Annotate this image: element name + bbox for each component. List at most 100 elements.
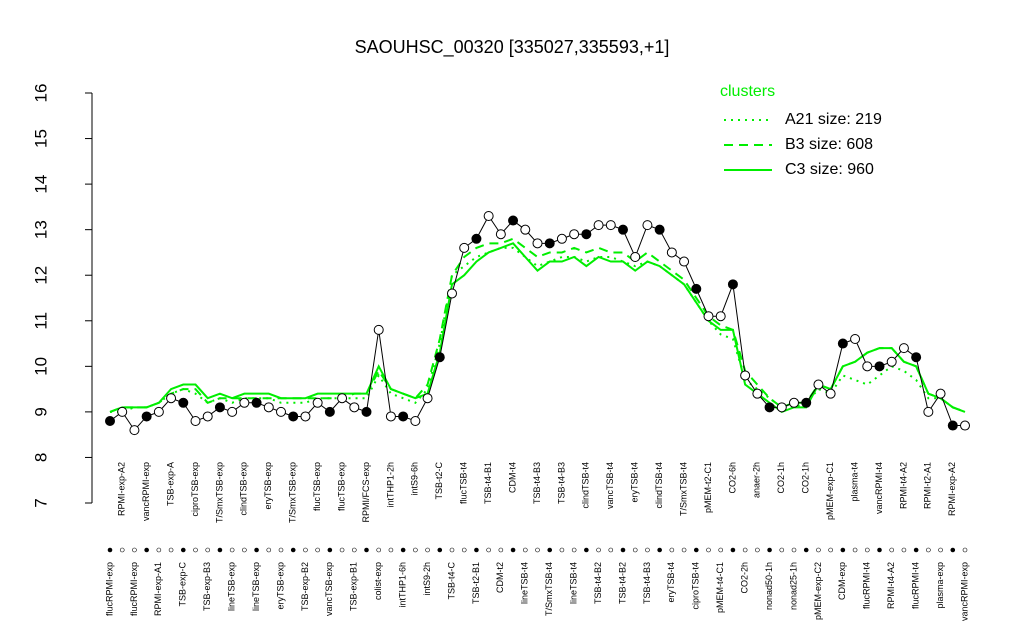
sample-marker bbox=[767, 547, 772, 553]
x-tick-label: CO2-6h bbox=[727, 462, 737, 494]
data-point bbox=[923, 406, 934, 417]
x-tick-label: eryTSB-exp bbox=[263, 462, 273, 510]
x-tick-label: RPMI-exp-A1 bbox=[153, 562, 163, 616]
x-tick-label: RPMI-exp-A2 bbox=[947, 462, 957, 516]
x-tick-label: eryTSB-t4 bbox=[630, 462, 640, 503]
sample-marker bbox=[584, 547, 589, 553]
data-point bbox=[886, 356, 897, 367]
y-tick-label: 10 bbox=[31, 357, 50, 376]
x-tick-label: RPMI-exp-A2 bbox=[117, 462, 127, 516]
x-tick-label: vancTSB-exp bbox=[324, 562, 334, 616]
data-point bbox=[703, 311, 714, 322]
sample-marker bbox=[425, 547, 430, 553]
data-point bbox=[447, 288, 457, 299]
sample-marker bbox=[144, 547, 149, 553]
data-point bbox=[825, 388, 836, 399]
sample-marker bbox=[535, 547, 540, 553]
sample-marker bbox=[132, 547, 137, 553]
data-point bbox=[715, 311, 726, 322]
x-tick-label: TSB-t4-B2 bbox=[617, 562, 627, 604]
data-point bbox=[214, 402, 225, 413]
x-tick-label: vancTSB-t4 bbox=[605, 462, 615, 509]
data-point bbox=[874, 361, 885, 372]
data-point bbox=[593, 220, 604, 231]
sample-marker bbox=[290, 547, 296, 553]
data-point bbox=[422, 393, 433, 404]
x-tick-label: pMEM-t4-C1 bbox=[715, 562, 725, 613]
x-tick-label: vancRPMI-t4 bbox=[874, 462, 884, 514]
y-tick-label: 9 bbox=[31, 407, 50, 416]
x-tick-label: RPMI/FCS-exp bbox=[361, 462, 371, 523]
sample-marker bbox=[913, 547, 919, 553]
sample-marker bbox=[657, 547, 662, 553]
data-point bbox=[947, 420, 958, 431]
sample-marker bbox=[596, 547, 601, 553]
x-tick-label: TSB-t4-B1 bbox=[483, 462, 493, 504]
sample-marker bbox=[938, 547, 943, 553]
sample-marker bbox=[364, 547, 369, 553]
sample-marker bbox=[877, 547, 882, 553]
sample-marker bbox=[852, 547, 858, 553]
x-tick-label: CDM-t2 bbox=[495, 562, 505, 593]
sample-marker bbox=[107, 547, 113, 553]
x-tick-label: nonad50-1h bbox=[764, 562, 774, 610]
y-tick-label: 14 bbox=[31, 175, 50, 194]
data-point bbox=[471, 233, 482, 244]
data-point bbox=[911, 352, 922, 363]
x-tick-label: RPMI-t4-A2 bbox=[898, 462, 908, 509]
data-point bbox=[727, 279, 738, 290]
x-tick-label: flucTSB-exp bbox=[336, 462, 346, 511]
sample-marker bbox=[901, 547, 907, 553]
sample-marker bbox=[449, 547, 455, 553]
data-point bbox=[337, 393, 348, 404]
data-point bbox=[410, 416, 421, 426]
data-point bbox=[459, 242, 470, 253]
data-point bbox=[508, 215, 519, 226]
data-point bbox=[752, 388, 763, 399]
sample-marker bbox=[620, 547, 626, 553]
data-point bbox=[581, 229, 592, 240]
x-tick-label: CDM-exp bbox=[837, 562, 847, 600]
x-tick-label: TSB-exp-B2 bbox=[300, 562, 310, 611]
data-point bbox=[398, 411, 409, 422]
data-point bbox=[544, 238, 555, 249]
x-tick-label: T/SmxTSB-t4 bbox=[678, 462, 688, 516]
x-tick-label: RPMI-t2-A1 bbox=[923, 462, 933, 509]
x-tick-label: flucTSB-exp bbox=[312, 462, 322, 511]
data-point bbox=[666, 247, 677, 258]
data-point bbox=[764, 402, 775, 413]
chart-title: SAOUHSC_00320 [335027,335593,+1] bbox=[355, 37, 670, 58]
data-point bbox=[691, 283, 702, 294]
sample-marker bbox=[840, 547, 846, 553]
legend-label: C3 size: 960 bbox=[785, 161, 874, 178]
x-tick-label: intS9-2h bbox=[422, 562, 432, 596]
data-point bbox=[153, 406, 164, 417]
sample-marker bbox=[388, 547, 394, 553]
x-tick-label: pMEM-t2-C1 bbox=[703, 462, 713, 513]
sample-marker bbox=[864, 547, 870, 553]
data-point bbox=[630, 252, 641, 262]
data-point bbox=[642, 220, 653, 231]
data-point bbox=[618, 224, 628, 235]
x-tick-label: flucRPMI-t4 bbox=[862, 562, 872, 609]
data-point bbox=[776, 402, 787, 413]
x-tick-label: ciproTSB-exp bbox=[190, 462, 200, 517]
data-point bbox=[898, 343, 909, 354]
x-tick-label: TSB-t4-B3 bbox=[532, 462, 542, 504]
sample-marker bbox=[278, 547, 284, 553]
data-point bbox=[312, 397, 323, 408]
data-point bbox=[227, 406, 238, 417]
x-tick-label: TSB-t4-C bbox=[446, 562, 456, 600]
data-point bbox=[385, 411, 396, 422]
sample-marker bbox=[217, 547, 223, 553]
x-tick-label: TSB-exp-A bbox=[165, 462, 175, 506]
data-point bbox=[263, 402, 274, 413]
x-tick-label: intTHP1-2h bbox=[385, 462, 395, 508]
sample-marker bbox=[327, 547, 333, 553]
data-point bbox=[105, 416, 115, 426]
data-point bbox=[349, 402, 360, 413]
x-tick-label: lineTSB-exp bbox=[227, 562, 237, 611]
x-tick-label: TSB-exp-B3 bbox=[202, 562, 212, 611]
sample-marker bbox=[522, 547, 528, 553]
